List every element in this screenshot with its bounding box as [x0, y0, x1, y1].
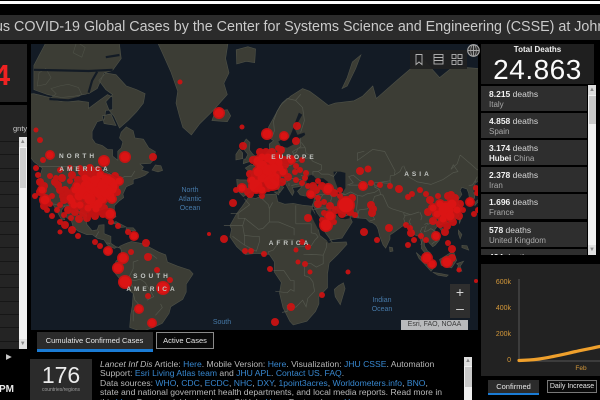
svg-text:600k: 600k: [496, 279, 512, 286]
svg-text:200k: 200k: [496, 331, 512, 338]
svg-text:0: 0: [507, 357, 511, 364]
svg-text:Feb: Feb: [575, 365, 587, 372]
svg-text:400k: 400k: [496, 305, 512, 312]
